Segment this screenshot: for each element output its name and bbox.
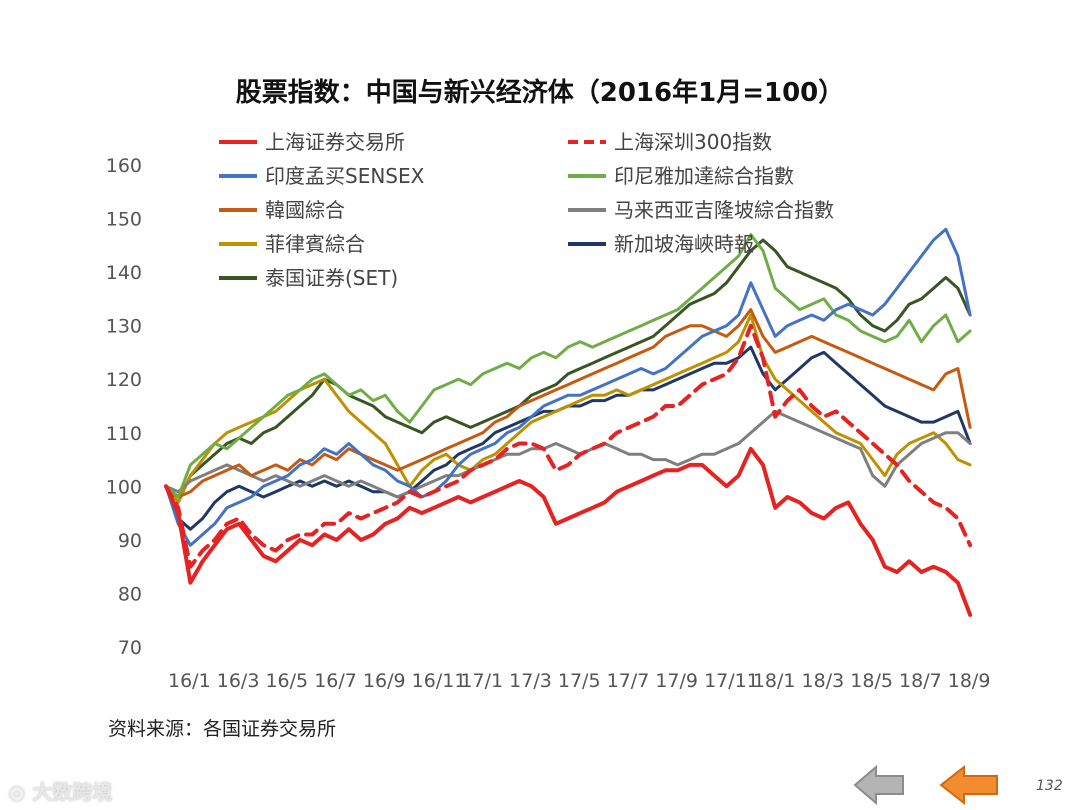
x-tick-label: 18/3 [802,670,845,692]
x-tick-label: 18/5 [850,670,893,692]
legend-label: 上海深圳300指数 [614,130,772,154]
watermark-icon: ◎ [8,780,26,804]
x-tick-label: 16/11 [412,670,467,692]
legend-label: 马来西亚吉隆坡綜合指數 [614,198,834,222]
x-tick-label: 16/1 [168,670,211,692]
x-tick-label: 16/9 [363,670,406,692]
series-line [164,323,973,569]
legend-label: 印度孟买SENSEX [265,164,425,188]
x-tick-label: 17/5 [558,670,601,692]
x-tick-label: 17/1 [460,670,503,692]
left-arrow-icon [939,764,998,806]
x-tick-label: 18/9 [948,670,991,692]
series-line [164,233,972,499]
series-line [164,313,972,504]
legend-label: 上海证券交易所 [265,130,405,154]
chart-area: 70 80 90 100 110 120 130 140 150 160 16/1 16/3 16/5… [106,130,991,692]
y-tick-label: 110 [106,423,142,445]
x-tick-label: 17/11 [704,670,759,692]
y-tick-label: 130 [106,316,142,338]
y-tick-label: 140 [106,262,142,284]
page-number: 132 [1036,778,1063,794]
series-line [164,409,972,499]
y-tick-label: 90 [118,530,142,552]
forward-arrow-button[interactable] [938,764,1000,806]
series-line [164,238,972,504]
x-tick-label: 18/1 [753,670,796,692]
y-tick-label: 160 [106,155,142,177]
chart-title: 股票指数：中国与新兴经济体（2016年1月=100） [235,78,845,108]
y-tick-label: 80 [118,583,142,605]
left-arrow-icon [853,764,904,806]
x-tick-label: 16/3 [217,670,260,692]
legend-label: 韓國綜合 [265,198,345,222]
x-tick-label: 17/9 [655,670,698,692]
source-note: 资料来源：各国证券交易所 [108,718,337,740]
y-tick-label: 120 [106,369,142,391]
x-tick-label: 16/7 [314,670,357,692]
y-tick-label: 150 [106,209,142,231]
y-tick-label: 100 [106,476,142,498]
watermark-text: 大数跨境 [32,780,113,804]
x-tick-label: 17/3 [509,670,552,692]
x-tick-label: 17/7 [607,670,650,692]
watermark-logo: ◎ 大数跨境 [8,776,112,805]
x-tick-label: 18/7 [899,670,942,692]
series-line [164,446,973,617]
series-line [164,227,972,547]
y-tick-label: 70 [118,637,142,659]
series-line [164,308,972,499]
legend-label: 新加坡海峽時報 [614,232,754,256]
back-arrow-button[interactable] [852,764,906,806]
legend-label: 印尼雅加達綜合指數 [614,164,794,188]
legend-label: 泰国证券(SET) [265,266,398,290]
legend-label: 菲律賓綜合 [265,232,365,256]
x-tick-label: 16/5 [265,670,308,692]
